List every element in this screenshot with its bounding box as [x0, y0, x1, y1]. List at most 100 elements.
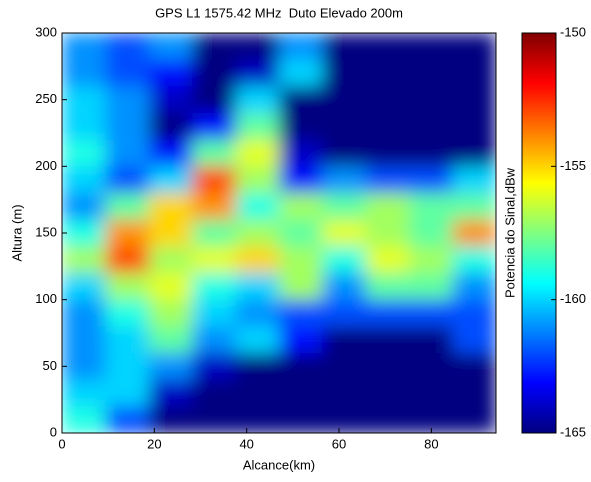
heatmap-cell: [105, 379, 150, 407]
heatmap-cell: [235, 353, 280, 381]
colorbar-tick-label: -155: [560, 158, 586, 173]
heatmap-cell: [322, 86, 367, 114]
heatmap-cell: [452, 273, 496, 301]
heatmap-cell: [192, 33, 237, 61]
heatmap-cell: [62, 139, 106, 167]
heatmap-cell: [365, 113, 410, 141]
heatmap: [62, 33, 496, 433]
heatmap-cell: [279, 379, 323, 407]
heatmap-cell: [105, 326, 150, 354]
heatmap-cell: [279, 113, 323, 141]
heatmap-cell: [452, 379, 496, 407]
heatmap-cell: [105, 166, 150, 194]
heatmap-cell: [148, 139, 193, 167]
heatmap-cell: [279, 86, 323, 114]
heatmap-cell: [279, 33, 323, 61]
heatmap-cell: [148, 59, 193, 87]
colorbar-label: Potencia do Sinal,dBw: [502, 167, 517, 298]
heatmap-cell: [322, 299, 367, 327]
heatmap-cell: [62, 299, 106, 327]
heatmap-cell: [192, 166, 237, 194]
heatmap-cell: [105, 139, 150, 167]
heatmap-cell: [192, 299, 237, 327]
heatmap-cell: [148, 273, 193, 301]
heatmap-cell: [62, 219, 106, 247]
heatmap-cell: [409, 353, 454, 381]
heatmap-cell: [365, 86, 410, 114]
colorbar-tick-label: -160: [560, 291, 586, 306]
heatmap-cell: [192, 353, 237, 381]
heatmap-cell: [452, 326, 496, 354]
heatmap-cell: [452, 193, 496, 221]
heatmap-cell: [62, 353, 106, 381]
heatmap-cell: [452, 246, 496, 274]
heatmap-cell: [235, 406, 280, 433]
heatmap-cell: [148, 379, 193, 407]
heatmap-cell: [279, 219, 323, 247]
heatmap-cell: [148, 299, 193, 327]
heatmap-cell: [192, 193, 237, 221]
y-tick-label: 200: [35, 158, 57, 173]
heatmap-cell: [409, 326, 454, 354]
heatmap-cell: [235, 86, 280, 114]
heatmap-cell: [192, 219, 237, 247]
heatmap-cell: [62, 246, 106, 274]
heatmap-cell: [365, 379, 410, 407]
heatmap-cell: [409, 59, 454, 87]
heatmap-cell: [322, 193, 367, 221]
heatmap-cell: [105, 33, 150, 61]
heatmap-cell: [192, 246, 237, 274]
colorbar-tick-label: -150: [560, 24, 586, 39]
heatmap-cell: [235, 33, 280, 61]
heatmap-cell: [365, 299, 410, 327]
heatmap-cell: [105, 246, 150, 274]
heatmap-cell: [279, 326, 323, 354]
heatmap-cell: [148, 33, 193, 61]
heatmap-cell: [62, 193, 106, 221]
heatmap-cell: [279, 299, 323, 327]
heatmap-cell: [62, 273, 106, 301]
heatmap-cell: [322, 406, 367, 433]
heatmap-cell: [62, 166, 106, 194]
heatmap-cell: [235, 219, 280, 247]
heatmap-cell: [409, 299, 454, 327]
heatmap-cell: [279, 139, 323, 167]
heatmap-cell: [365, 139, 410, 167]
heatmap-cell: [365, 33, 410, 61]
heatmap-cell: [192, 273, 237, 301]
heatmap-cell: [235, 246, 280, 274]
heatmap-cell: [409, 246, 454, 274]
heatmap-cell: [62, 86, 106, 114]
heatmap-cell: [322, 113, 367, 141]
heatmap-cell: [148, 326, 193, 354]
heatmap-cell: [62, 379, 106, 407]
heatmap-cell: [105, 406, 150, 433]
heatmap-cell: [322, 326, 367, 354]
heatmap-cell: [452, 113, 496, 141]
heatmap-cell: [452, 86, 496, 114]
x-axis-label: Alcance(km): [243, 457, 315, 472]
heatmap-cell: [409, 139, 454, 167]
heatmap-cell: [148, 113, 193, 141]
heatmap-cell: [105, 113, 150, 141]
heatmap-cell: [279, 246, 323, 274]
heatmap-cell: [365, 353, 410, 381]
heatmap-cell: [279, 273, 323, 301]
heatmap-cell: [148, 353, 193, 381]
heatmap-cell: [322, 33, 367, 61]
heatmap-cell: [105, 59, 150, 87]
y-axis-label: Altura (m): [9, 204, 24, 261]
x-tick-label: 20: [147, 436, 161, 451]
heatmap-cell: [452, 219, 496, 247]
x-tick-label: 60: [332, 436, 346, 451]
heatmap-cell: [409, 219, 454, 247]
heatmap-cell: [148, 219, 193, 247]
heatmap-cell: [452, 59, 496, 87]
heatmap-cell: [452, 166, 496, 194]
heatmap-cell: [452, 406, 496, 433]
heatmap-cell: [279, 406, 323, 433]
colorbar: [521, 32, 557, 434]
heatmap-cell: [365, 166, 410, 194]
heatmap-cell: [235, 59, 280, 87]
